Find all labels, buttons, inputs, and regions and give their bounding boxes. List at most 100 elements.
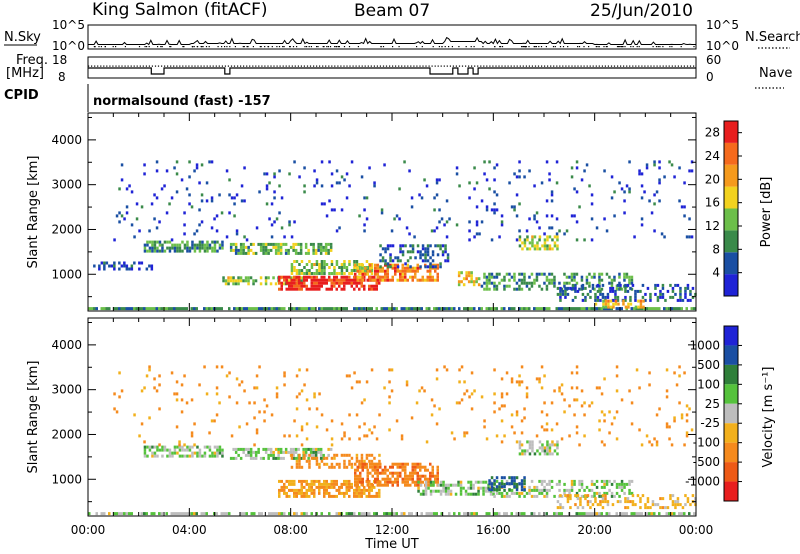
- data-cell: [293, 482, 296, 486]
- data-cell: [656, 298, 660, 302]
- data-cell: [459, 483, 463, 487]
- data-cell: [545, 488, 549, 492]
- data-cell: [206, 240, 209, 244]
- data-cell: [368, 488, 371, 492]
- data-cell: [611, 289, 615, 293]
- nave-point: [422, 65, 424, 67]
- data-cell: [493, 281, 496, 285]
- nsearch-point: [259, 46, 261, 48]
- data-cell: [381, 483, 384, 487]
- data-cell: [113, 392, 116, 396]
- data-cell: [630, 422, 634, 426]
- data-cell: [558, 512, 561, 516]
- data-cell: [292, 245, 295, 249]
- nave-point: [340, 65, 342, 67]
- colorbar-tick-label: 20: [705, 172, 720, 186]
- data-cell: [570, 275, 574, 279]
- data-cell: [608, 281, 611, 285]
- data-cell: [335, 307, 338, 311]
- data-cell: [426, 483, 429, 487]
- data-cell: [618, 275, 621, 279]
- data-cell: [210, 307, 213, 311]
- data-cell: [394, 462, 397, 466]
- data-cell: [128, 512, 131, 516]
- data-cell: [368, 491, 371, 495]
- data-cell: [683, 214, 686, 218]
- data-cell: [130, 223, 134, 227]
- data-cell: [283, 307, 286, 311]
- data-cell: [283, 434, 286, 438]
- data-cell: [247, 450, 250, 454]
- data-cell: [588, 512, 591, 516]
- velocity-colorbar-label: Velocity [m s⁻¹]: [761, 367, 776, 468]
- data-cell: [213, 217, 216, 221]
- data-cell: [313, 169, 316, 173]
- data-cell: [626, 497, 630, 501]
- data-cell: [358, 494, 361, 498]
- data-cell: [548, 307, 551, 311]
- nave-point: [167, 65, 169, 67]
- data-cell: [500, 214, 504, 218]
- data-cell: [233, 307, 236, 311]
- data-cell: [603, 485, 606, 489]
- data-cell: [463, 307, 466, 311]
- data-cell: [343, 482, 346, 486]
- data-cell: [275, 217, 279, 221]
- data-cell: [458, 184, 461, 188]
- data-cell: [310, 287, 313, 291]
- data-cell: [416, 269, 419, 273]
- data-cell: [363, 278, 366, 282]
- data-cell: [273, 190, 276, 194]
- data-cell: [123, 261, 126, 265]
- data-cell: [636, 494, 640, 498]
- data-cell: [498, 235, 501, 239]
- data-cell: [401, 275, 404, 279]
- data-cell: [370, 488, 373, 492]
- nsearch-point: [421, 46, 423, 48]
- nave-point: [258, 65, 260, 67]
- data-cell: [125, 512, 128, 516]
- data-cell: [433, 229, 436, 233]
- data-cell: [583, 307, 586, 311]
- data-cell: [426, 265, 430, 269]
- data-cell: [323, 269, 326, 272]
- data-cell: [404, 272, 407, 276]
- data-cell: [108, 512, 111, 516]
- data-cell: [191, 445, 194, 449]
- nave-point: [623, 65, 625, 67]
- data-cell: [463, 434, 466, 438]
- data-cell: [273, 172, 276, 176]
- data-cell: [668, 512, 671, 516]
- data-cell: [330, 485, 333, 489]
- nsearch-point: [693, 46, 695, 48]
- data-cell: [138, 261, 141, 265]
- data-cell: [391, 244, 395, 248]
- data-cell: [338, 485, 341, 489]
- data-cell: [441, 250, 445, 254]
- data-cell: [488, 488, 491, 492]
- data-cell: [538, 380, 541, 384]
- data-cell: [416, 278, 419, 282]
- data-cell: [411, 250, 415, 254]
- data-cell: [576, 494, 580, 498]
- data-cell: [240, 184, 244, 188]
- data-cell: [493, 479, 496, 483]
- data-cell: [353, 491, 356, 495]
- data-cell: [318, 266, 321, 269]
- data-cell: [264, 242, 268, 246]
- nave-point: [306, 65, 309, 67]
- data-cell: [161, 246, 164, 250]
- nave-point: [428, 65, 430, 67]
- data-cell: [421, 244, 425, 248]
- nave-point: [142, 65, 144, 67]
- data-cell: [200, 163, 204, 167]
- nave-point: [498, 65, 500, 67]
- data-cell: [575, 166, 579, 170]
- data-cell: [274, 282, 278, 286]
- data-cell: [573, 398, 576, 402]
- data-cell: [345, 482, 348, 486]
- data-cell: [625, 482, 629, 486]
- nsearch-point: [638, 46, 640, 48]
- data-cell: [95, 307, 98, 311]
